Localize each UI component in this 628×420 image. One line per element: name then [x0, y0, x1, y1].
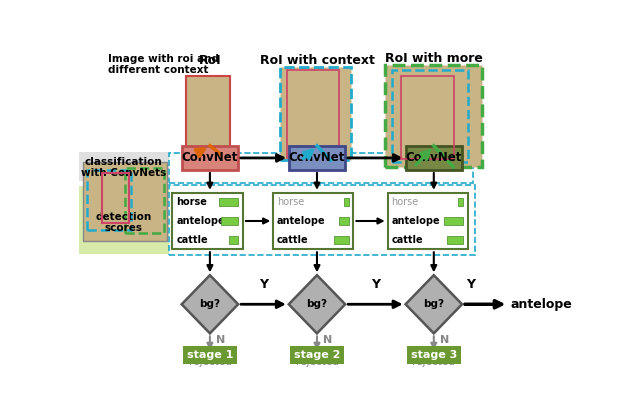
Bar	[387, 193, 468, 249]
Bar	[102, 173, 129, 223]
Text: RoI with more
context: RoI with more context	[385, 52, 483, 80]
Bar	[287, 70, 339, 158]
Text: Y: Y	[371, 278, 380, 291]
Text: bg?: bg?	[306, 299, 327, 309]
Bar	[221, 217, 238, 225]
Bar	[125, 168, 164, 233]
Text: horse: horse	[391, 197, 419, 207]
Bar	[401, 76, 454, 159]
Bar	[182, 146, 238, 170]
Bar	[183, 346, 237, 364]
Text: classification
with ConvNets: classification with ConvNets	[80, 157, 166, 178]
Bar	[281, 66, 351, 160]
Text: antelope: antelope	[277, 216, 326, 226]
Bar	[78, 186, 168, 254]
Bar	[186, 76, 230, 154]
Bar	[406, 146, 462, 170]
Bar	[334, 236, 349, 244]
Text: horse: horse	[277, 197, 305, 207]
Bar	[229, 236, 238, 244]
Bar	[339, 217, 349, 225]
Text: rejected: rejected	[296, 357, 338, 367]
Text: bg?: bg?	[200, 299, 220, 309]
Text: N: N	[440, 335, 449, 345]
Bar	[84, 162, 167, 241]
Bar	[168, 153, 473, 183]
Polygon shape	[289, 275, 345, 333]
Bar	[87, 170, 131, 230]
Bar	[392, 70, 468, 162]
Bar	[219, 198, 238, 206]
Text: ConvNet: ConvNet	[289, 152, 345, 165]
Bar	[344, 198, 349, 206]
Bar	[458, 198, 463, 206]
Text: cattle: cattle	[176, 235, 208, 245]
Text: Y: Y	[466, 278, 475, 291]
Text: Y: Y	[259, 278, 268, 291]
Bar	[445, 217, 463, 225]
Text: stage 3: stage 3	[411, 350, 457, 360]
Text: ConvNet: ConvNet	[181, 152, 238, 165]
Bar	[385, 65, 482, 167]
Bar	[290, 346, 344, 364]
Text: stage 2: stage 2	[294, 350, 340, 360]
Text: cattle: cattle	[277, 235, 309, 245]
Text: Image with roi and
different context: Image with roi and different context	[108, 54, 219, 75]
Text: cattle: cattle	[391, 235, 423, 245]
Text: bg?: bg?	[423, 299, 444, 309]
Text: antelope: antelope	[176, 216, 225, 226]
Text: N: N	[323, 335, 332, 345]
Bar	[289, 146, 345, 170]
Text: antelope: antelope	[511, 298, 573, 311]
Bar	[447, 236, 463, 244]
Bar	[168, 185, 475, 255]
Polygon shape	[406, 275, 462, 333]
Text: ConvNet: ConvNet	[406, 152, 462, 165]
Text: stage 1: stage 1	[187, 350, 233, 360]
Text: horse: horse	[176, 197, 207, 207]
Text: detection
scores: detection scores	[95, 212, 151, 233]
Text: RoI: RoI	[198, 54, 221, 67]
Polygon shape	[181, 275, 238, 333]
Bar	[78, 152, 168, 181]
Text: N: N	[216, 335, 225, 345]
Bar	[273, 193, 354, 249]
Text: antelope: antelope	[391, 216, 440, 226]
Text: rejected: rejected	[188, 357, 231, 367]
Bar	[407, 346, 460, 364]
Text: RoI with context: RoI with context	[259, 54, 374, 67]
Text: rejected: rejected	[413, 357, 455, 367]
Bar	[173, 193, 243, 249]
